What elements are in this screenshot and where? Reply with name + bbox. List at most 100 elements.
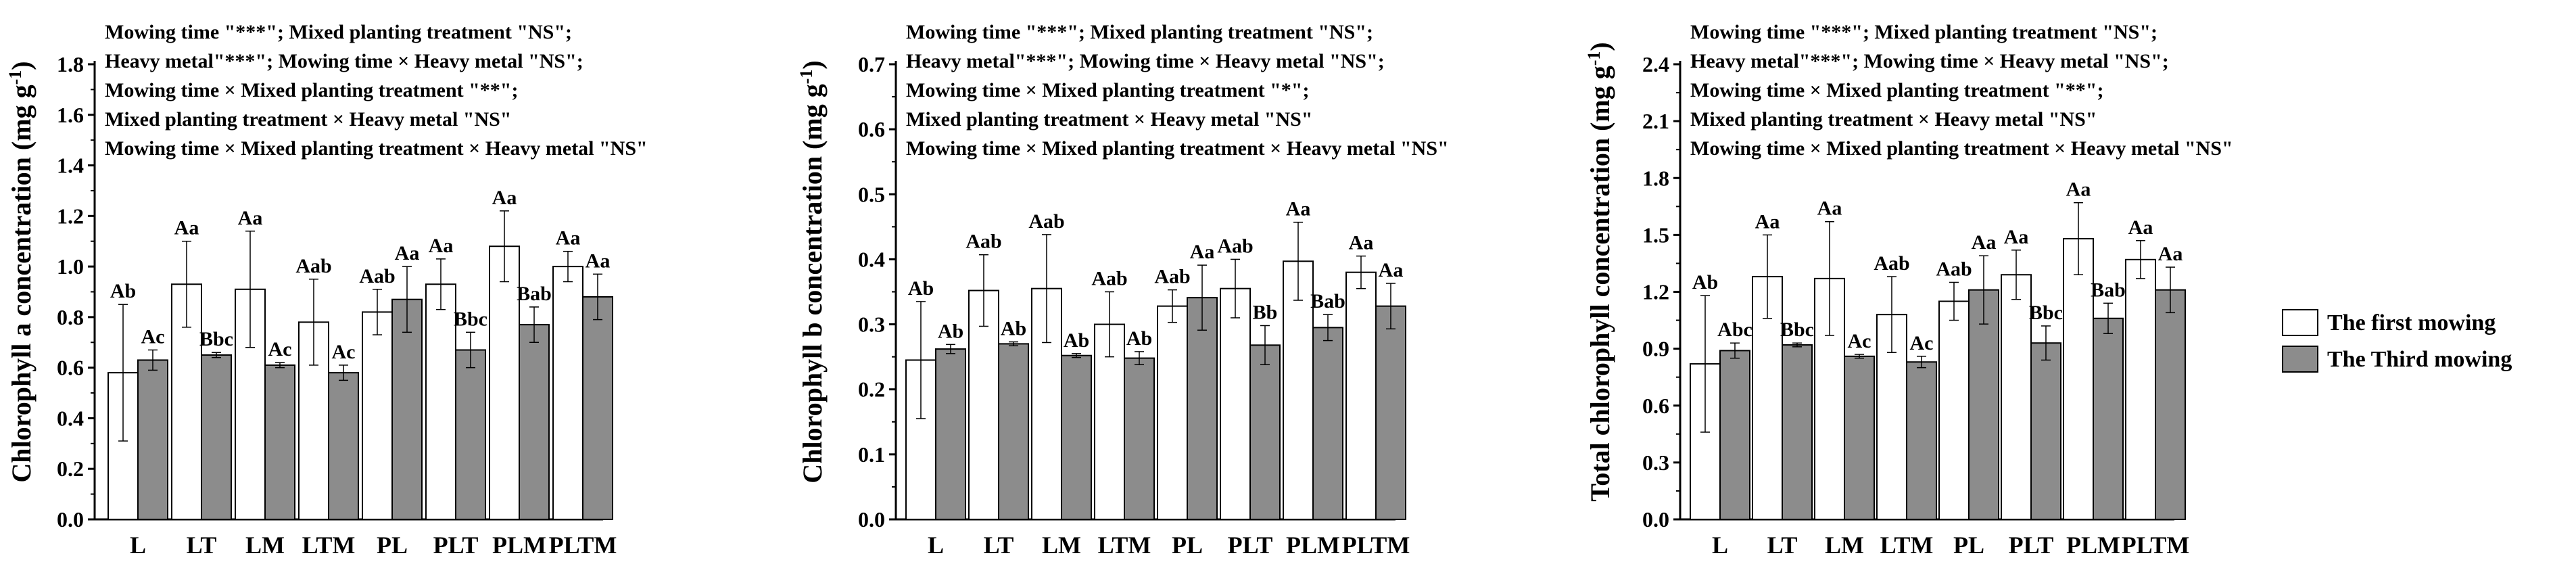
significance-label: Aa (492, 187, 517, 209)
y-tick-label: 0.3 (1642, 450, 1669, 475)
x-tick-label: LM (1042, 532, 1081, 559)
bar-third-mowing (1124, 357, 1155, 521)
bar-third-mowing (1187, 297, 1218, 520)
significance-label: Aa (2128, 216, 2153, 239)
y-tick-label: 0.5 (858, 182, 885, 206)
x-tick-label: LM (1825, 532, 1864, 559)
significance-label: Ab (1001, 318, 1026, 340)
bar-first-mowing (1938, 300, 1970, 520)
significance-label: Aa (395, 242, 420, 264)
stat-annotation: Mixed planting treatment × Heavy metal "… (105, 108, 511, 131)
significance-label: Aa (2158, 243, 2183, 265)
y-tick-label: 1.5 (1642, 222, 1669, 247)
significance-label: Aa (1379, 259, 1404, 281)
stat-annotation: Mowing time × Mixed planting treatment ×… (906, 137, 1449, 160)
legend-swatch (2282, 309, 2318, 336)
y-tick-label: 0.0 (858, 507, 885, 532)
significance-label: Aab (1217, 235, 1253, 257)
bar-third-mowing (391, 298, 423, 520)
bar-third-mowing (1968, 289, 1999, 520)
significance-label: Ab (1064, 329, 1089, 352)
stat-annotation: Mowing time "***"; Mixed planting treatm… (906, 21, 1373, 43)
significance-label: Bbc (199, 328, 233, 350)
legend-label: The first mowing (2327, 310, 2496, 335)
stat-annotation: Mowing time × Mixed planting treatment "… (906, 79, 1309, 101)
y-tick-label: 0.2 (57, 456, 84, 481)
x-tick-label: PLTM (549, 532, 617, 559)
y-tick-label: 0.0 (57, 507, 84, 532)
significance-label: Aa (1286, 198, 1311, 220)
y-tick-label: 0.6 (858, 117, 885, 141)
bar-first-mowing (2125, 258, 2156, 520)
significance-label: Ac (1910, 332, 1934, 354)
x-tick-label: LT (984, 532, 1014, 559)
chart-panel-1: 0.0 0.2 0.4 0.6 0.8 1.0 1.2 1.4 1.6 1.8 Chlorophyl… (5, 21, 648, 559)
significance-label: Aa (2004, 226, 2029, 248)
significance-label: Aa (1349, 232, 1374, 254)
stat-annotation: Mixed planting treatment × Heavy metal "… (906, 108, 1312, 131)
bar-third-mowing (2093, 317, 2124, 520)
stat-annotation: Mowing time "***"; Mixed planting treatm… (1690, 21, 2157, 43)
bar-first-mowing (489, 245, 520, 520)
x-tick-label: L (1712, 532, 1728, 559)
significance-label: Bab (2091, 279, 2126, 301)
significance-label: Ab (938, 320, 963, 342)
bar-first-mowing (425, 283, 456, 520)
significance-label: Ac (268, 338, 292, 360)
stat-annotation: Heavy metal"***"; Mowing time × Heavy me… (105, 50, 583, 72)
significance-label: Aab (1028, 210, 1064, 233)
x-tick-label: LTM (302, 532, 356, 559)
x-tick-label: PLT (433, 532, 479, 559)
significance-label: Ab (1692, 271, 1718, 294)
x-tick-label: PLT (2009, 532, 2054, 559)
bar-third-mowing (1719, 350, 1750, 520)
stat-annotation: Mixed planting treatment × Heavy metal "… (1690, 108, 2097, 131)
bar-third-mowing (582, 296, 613, 520)
significance-label: Aab (1936, 258, 1972, 280)
significance-label: Aab (1154, 266, 1190, 288)
significance-label: Aa (1190, 241, 1215, 263)
bar-third-mowing (519, 324, 550, 520)
bar-third-mowing (1906, 361, 1937, 520)
x-tick-label: L (130, 532, 146, 559)
x-tick-label: LT (187, 532, 217, 559)
bar-third-mowing (998, 343, 1029, 520)
bar-first-mowing (2001, 274, 2032, 520)
stat-annotation: Heavy metal"***"; Mowing time × Heavy me… (906, 50, 1385, 72)
significance-label: Aab (1091, 268, 1127, 290)
bar-first-mowing (298, 321, 329, 520)
y-tick-label: 0.3 (858, 312, 885, 337)
x-tick-label: PL (1953, 532, 1984, 559)
x-tick-label: PL (1172, 532, 1203, 559)
y-tick-label: 0.1 (858, 442, 885, 467)
bar-third-mowing (935, 348, 966, 520)
y-tick-label: 1.4 (57, 154, 84, 178)
significance-label: Bbc (1780, 319, 1814, 341)
y-tick-label: 1.8 (57, 52, 84, 76)
bar-first-mowing (552, 266, 583, 520)
y-tick-label: 0.4 (57, 406, 84, 430)
x-tick-label: PLM (492, 532, 546, 559)
y-tick-label: 1.6 (57, 103, 84, 127)
significance-label: Abc (1717, 319, 1752, 341)
bar-third-mowing (1782, 344, 1813, 520)
x-tick-label: PLT (1228, 532, 1273, 559)
bar-third-mowing (2155, 289, 2186, 520)
bar-third-mowing (1061, 354, 1092, 520)
bar-first-mowing (1157, 305, 1188, 520)
bar-first-mowing (968, 289, 999, 520)
significance-label: Ab (110, 280, 136, 302)
y-tick-label: 0.0 (1642, 507, 1669, 532)
x-tick-label: L (928, 532, 944, 559)
y-tick-label: 1.0 (57, 254, 84, 279)
bar-third-mowing (1375, 305, 1406, 520)
significance-label: Aa (1817, 197, 1842, 220)
bar-third-mowing (1844, 355, 1875, 521)
x-tick-label: PLM (1286, 532, 1340, 559)
y-tick-label: 0.4 (858, 247, 885, 271)
bar-third-mowing (201, 354, 232, 520)
chart-panel-2: 0.0 0.1 0.2 0.3 0.4 0.5 0.6 0.7 Chlorophyll b co… (796, 21, 1449, 559)
stat-annotation: Heavy metal"***"; Mowing time × Heavy me… (1690, 50, 2169, 72)
x-tick-label: LT (1767, 532, 1798, 559)
